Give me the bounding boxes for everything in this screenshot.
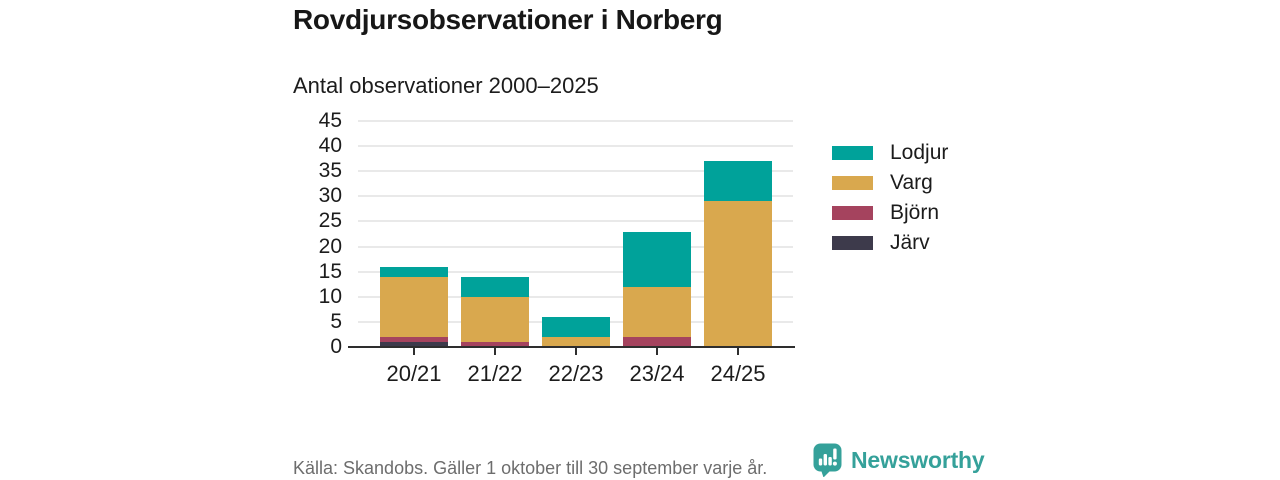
legend-item-varg: Varg: [832, 171, 948, 195]
x-axis-label: 24/25: [710, 361, 766, 386]
plot-area: 0 5 10 15 20 25 30 35 40 45 20/21 21/22 22/23 23/24 24…: [319, 109, 795, 386]
legend-swatch-bjorn: [832, 206, 873, 220]
y-axis-label: 15: [318, 259, 342, 283]
legend-item-lodjur: Lodjur: [832, 141, 948, 165]
y-axis-label: 0: [330, 335, 342, 358]
legend: Lodjur Varg Björn Järv: [832, 141, 948, 255]
legend-item-jarv: Järv: [832, 231, 948, 255]
bar-segment-varg: [542, 336, 610, 347]
bar-segment-lodjur: [542, 316, 610, 337]
bar-segment-järv: [380, 341, 448, 347]
x-axis-label: 22/23: [548, 361, 604, 386]
x-axis-label: 20/21: [386, 361, 442, 386]
x-axis-tick: [737, 347, 739, 355]
legend-item-bjorn: Björn: [832, 201, 948, 225]
gridline: [358, 270, 793, 273]
x-axis-label: 21/22: [467, 361, 523, 386]
y-axis-label: 10: [318, 284, 342, 308]
bar-segment-lodjur: [623, 231, 691, 287]
brand-name: Newsworthy: [851, 447, 985, 473]
legend-swatch-jarv: [832, 236, 873, 250]
bar-segment-varg: [461, 296, 529, 342]
y-axis-label: 35: [318, 159, 342, 183]
legend-swatch-varg: [832, 176, 873, 190]
gridline: [358, 170, 793, 173]
x-axis-tick: [494, 347, 496, 355]
gridline: [358, 295, 793, 298]
x-axis-label: 23/24: [629, 361, 685, 386]
y-axis-label: 5: [330, 309, 342, 333]
bar-segment-lodjur: [461, 276, 529, 297]
bar-segment-varg: [704, 201, 772, 347]
y-axis-label: 20: [318, 234, 342, 258]
y-axis-label: 30: [318, 184, 342, 208]
bar-segment-lodjur: [380, 266, 448, 277]
x-axis-line: [348, 346, 795, 348]
legend-label-jarv: Järv: [890, 231, 930, 254]
chart-subtitle: Antal observationer 2000–2025: [293, 73, 599, 98]
legend-label-varg: Varg: [890, 171, 933, 194]
source-text: Källa: Skandobs. Gäller 1 oktober till 3…: [293, 458, 768, 478]
y-axis-label: 25: [318, 209, 342, 233]
bar-segment-björn: [623, 336, 691, 347]
y-axis-label: 45: [318, 109, 342, 132]
legend-swatch-lodjur: [832, 146, 873, 160]
gridline: [358, 195, 793, 198]
x-axis-tick: [413, 347, 415, 355]
legend-label-bjorn: Björn: [890, 201, 940, 224]
bar-segment-björn: [461, 341, 529, 347]
gridline: [358, 120, 793, 122]
bar-segment-varg: [623, 286, 691, 337]
bar-segment-björn: [380, 336, 448, 342]
gridline: [358, 245, 793, 248]
newsworthy-bubble-chart-icon: [813, 443, 842, 477]
x-axis-tick: [575, 347, 577, 355]
page-title: Rovdjursobservationer i Norberg: [293, 4, 723, 35]
legend-label-lodjur: Lodjur: [890, 141, 949, 164]
bar-segment-varg: [380, 276, 448, 337]
y-axis-label: 40: [318, 134, 342, 158]
bar-segment-lodjur: [704, 161, 772, 202]
x-axis-tick: [656, 347, 658, 355]
gridline: [358, 145, 793, 148]
brand-logo[interactable]: Newsworthy: [813, 443, 985, 477]
gridline: [358, 220, 793, 223]
